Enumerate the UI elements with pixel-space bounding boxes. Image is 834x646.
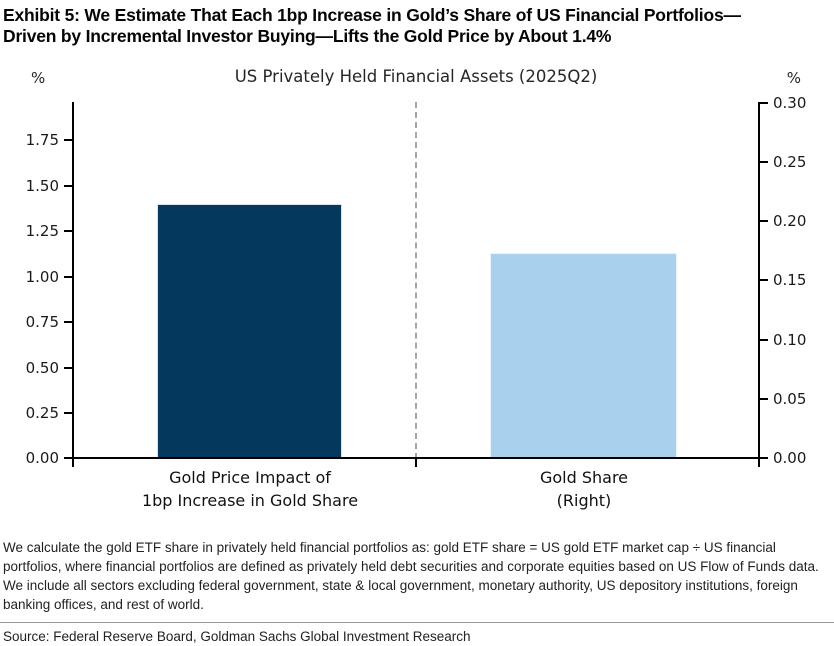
right-axis-tick: 0.20 <box>760 212 806 230</box>
left-axis-spine <box>72 102 74 459</box>
left-axis-unit-label: % <box>31 69 46 87</box>
x-axis-tick <box>415 459 417 467</box>
tick-mark <box>64 139 72 141</box>
right-axis-spine <box>758 102 760 459</box>
category-label-gold-price-impact: Gold Price Impact of 1bp Increase in Gol… <box>142 466 358 512</box>
tick-label: 0.10 <box>773 331 807 349</box>
tick-label: 0.00 <box>773 449 807 467</box>
tick-label: 1.25 <box>25 222 59 240</box>
left-axis-tick: 0.50 <box>26 359 72 377</box>
bar-chart: % US Privately Held Financial Assets (20… <box>0 62 834 517</box>
right-axis-tick: 0.15 <box>760 271 806 289</box>
left-axis-tick: 0.25 <box>26 404 72 422</box>
tick-mark <box>64 276 72 278</box>
tick-mark <box>64 321 72 323</box>
chart-title: US Privately Held Financial Assets (2025… <box>234 67 598 86</box>
tick-mark <box>760 339 768 341</box>
x-axis-tick <box>758 459 760 467</box>
bar-gold-share <box>490 253 677 459</box>
tick-label: 1.50 <box>25 177 59 195</box>
tick-label: 0.50 <box>25 359 59 377</box>
x-axis-spine <box>72 457 760 459</box>
tick-label: 1.75 <box>25 131 59 149</box>
left-axis-tick: 0.75 <box>26 313 72 331</box>
left-axis-tick: 0.00 <box>26 449 72 467</box>
category-label-line: 1bp Increase in Gold Share <box>141 491 359 510</box>
tick-label: 0.15 <box>773 271 807 289</box>
tick-label: 0.25 <box>773 153 807 171</box>
tick-mark <box>760 398 768 400</box>
right-axis-tick: 0.00 <box>760 449 806 467</box>
tick-mark <box>64 412 72 414</box>
source-text: Source: Federal Reserve Board, Goldman S… <box>3 629 471 644</box>
category-label-line: (Right) <box>556 491 612 510</box>
left-axis-tick: 1.50 <box>26 177 72 195</box>
tick-mark <box>64 185 72 187</box>
right-axis-tick: 0.05 <box>760 390 806 408</box>
left-axis-tick: 1.25 <box>26 222 72 240</box>
exhibit-title-line1: Exhibit 5: We Estimate That Each 1bp Inc… <box>3 5 741 25</box>
right-axis-tick: 0.25 <box>760 153 806 171</box>
footnote-text: We calculate the gold ETF share in priva… <box>3 540 819 612</box>
tick-label: 0.25 <box>25 404 59 422</box>
tick-mark <box>760 220 768 222</box>
category-label-gold-share: Gold Share (Right) <box>540 466 628 512</box>
tick-label: 0.30 <box>773 94 807 112</box>
tick-mark <box>760 457 768 459</box>
tick-mark <box>64 230 72 232</box>
tick-mark <box>760 279 768 281</box>
plot-area: 1.75 1.50 1.25 1.00 0.75 0.50 0.25 0.00 … <box>26 94 807 510</box>
bar-gold-price-impact <box>157 204 342 459</box>
right-axis-tick: 0.10 <box>760 331 806 349</box>
tick-mark <box>64 367 72 369</box>
tick-label: 0.00 <box>25 449 59 467</box>
x-axis-tick <box>72 459 74 467</box>
dashed-separator-line <box>415 102 417 459</box>
divider-rule <box>0 622 834 623</box>
tick-label: 1.00 <box>25 268 59 286</box>
tick-label: 0.20 <box>773 212 807 230</box>
tick-mark <box>760 161 768 163</box>
left-axis-tick: 1.75 <box>26 131 72 149</box>
exhibit-title-line2: Driven by Incremental Investor Buying—Li… <box>3 26 612 46</box>
tick-mark <box>760 102 768 104</box>
tick-label: 0.75 <box>25 313 59 331</box>
category-label-line: Gold Price Impact of <box>169 468 331 487</box>
right-axis-unit-label: % <box>786 69 801 87</box>
right-axis-tick: 0.30 <box>760 94 806 112</box>
tick-label: 0.05 <box>773 390 807 408</box>
exhibit-title: Exhibit 5: We Estimate That Each 1bp Inc… <box>3 5 831 47</box>
tick-mark <box>64 457 72 459</box>
left-axis-tick: 1.00 <box>26 268 72 286</box>
category-label-line: Gold Share <box>539 468 629 487</box>
